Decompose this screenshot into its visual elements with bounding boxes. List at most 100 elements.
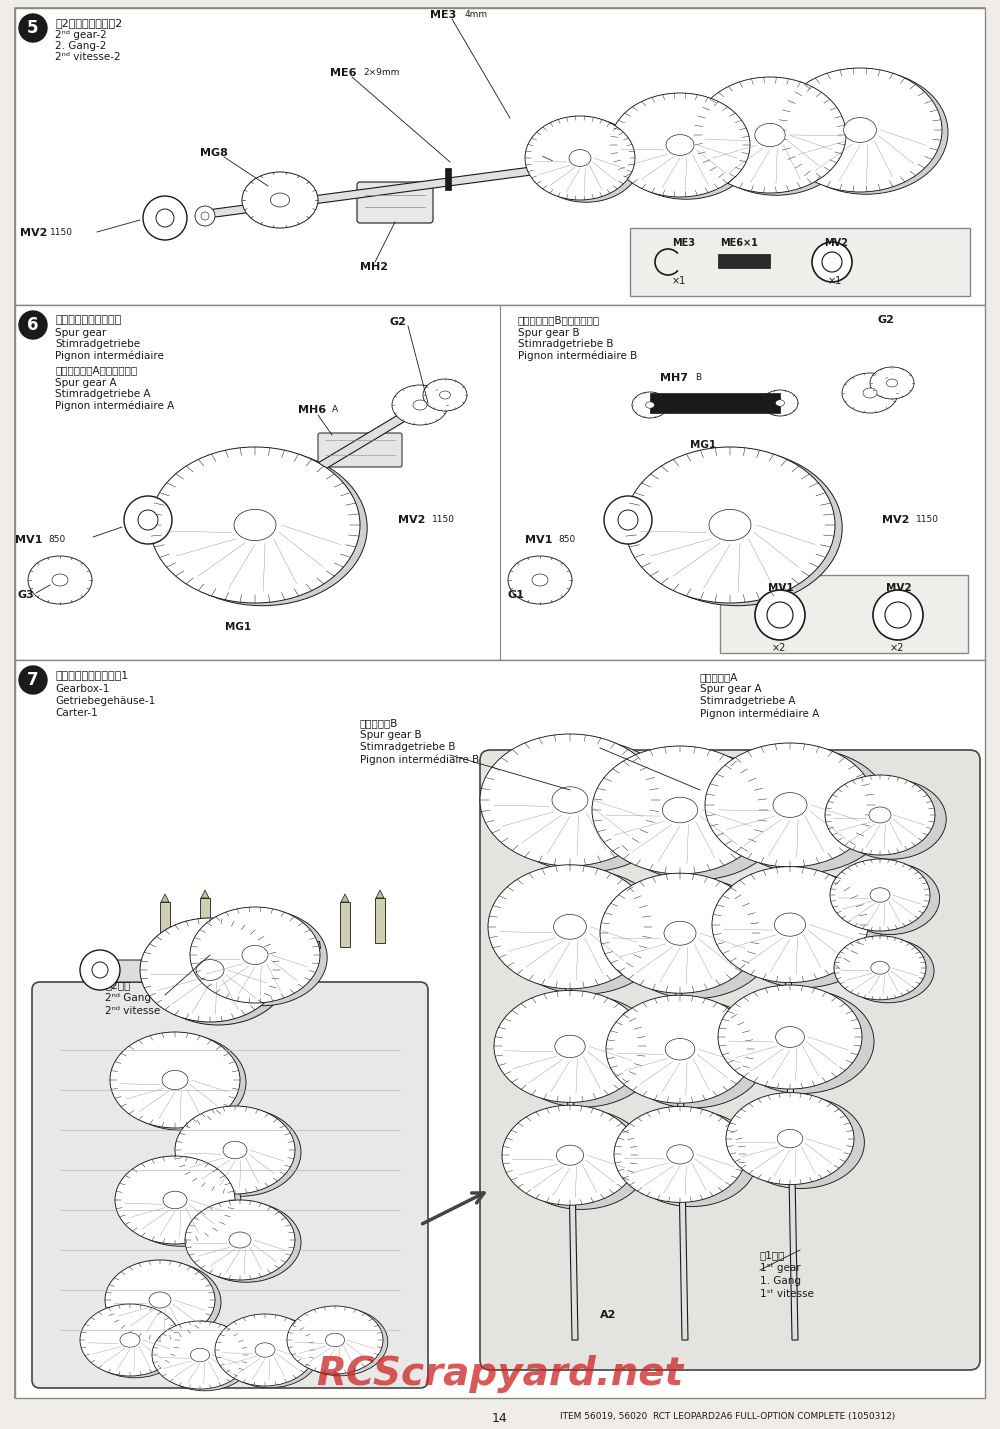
Ellipse shape bbox=[842, 939, 934, 1003]
FancyBboxPatch shape bbox=[357, 181, 433, 223]
Ellipse shape bbox=[840, 863, 940, 935]
Ellipse shape bbox=[191, 1202, 301, 1282]
Ellipse shape bbox=[608, 752, 784, 880]
Text: スパーギヤA: スパーギヤA bbox=[700, 672, 738, 682]
Text: ME3: ME3 bbox=[430, 10, 456, 20]
Ellipse shape bbox=[552, 787, 588, 813]
Text: ME6: ME6 bbox=[330, 69, 356, 79]
Polygon shape bbox=[562, 790, 578, 1340]
FancyBboxPatch shape bbox=[480, 750, 980, 1370]
Ellipse shape bbox=[413, 400, 427, 410]
Ellipse shape bbox=[157, 1323, 253, 1390]
Ellipse shape bbox=[270, 193, 290, 207]
Text: ×2: ×2 bbox=[890, 643, 904, 653]
Text: ME6×1: ME6×1 bbox=[720, 239, 758, 249]
Ellipse shape bbox=[726, 872, 882, 987]
Polygon shape bbox=[341, 895, 349, 902]
Polygon shape bbox=[672, 790, 688, 1340]
Text: Stimradgetriebe B: Stimradgetriebe B bbox=[518, 339, 614, 349]
Text: MG1: MG1 bbox=[225, 622, 251, 632]
Ellipse shape bbox=[190, 1348, 210, 1362]
Text: スパーギヤB: スパーギヤB bbox=[360, 717, 398, 727]
Ellipse shape bbox=[181, 1109, 301, 1196]
Ellipse shape bbox=[149, 1292, 171, 1308]
Text: MH2: MH2 bbox=[360, 262, 388, 272]
Text: 1ˢᵗ vitesse: 1ˢᵗ vitesse bbox=[760, 1289, 814, 1299]
Text: MV2: MV2 bbox=[20, 229, 47, 239]
Ellipse shape bbox=[255, 1343, 275, 1358]
Text: 5: 5 bbox=[27, 19, 39, 37]
Ellipse shape bbox=[525, 116, 635, 200]
Ellipse shape bbox=[736, 1096, 864, 1189]
Ellipse shape bbox=[842, 373, 898, 413]
Text: 1150: 1150 bbox=[432, 514, 455, 524]
Text: Pignon intermédiaire A: Pignon intermédiaire A bbox=[700, 707, 819, 719]
Circle shape bbox=[19, 312, 47, 339]
Ellipse shape bbox=[201, 211, 209, 220]
Ellipse shape bbox=[110, 1032, 240, 1127]
Ellipse shape bbox=[784, 70, 948, 194]
Text: ギヤケースの組み立て1: ギヤケースの組み立て1 bbox=[55, 670, 128, 680]
Text: Spur gear A: Spur gear A bbox=[55, 379, 117, 389]
Ellipse shape bbox=[569, 150, 591, 166]
Ellipse shape bbox=[423, 379, 467, 412]
Text: MH7: MH7 bbox=[660, 373, 688, 383]
FancyBboxPatch shape bbox=[318, 433, 402, 467]
Text: MV2: MV2 bbox=[398, 514, 425, 524]
Text: 6: 6 bbox=[27, 316, 39, 334]
Ellipse shape bbox=[111, 1262, 221, 1342]
Bar bbox=[15, 9, 985, 304]
Ellipse shape bbox=[150, 447, 360, 603]
Ellipse shape bbox=[616, 96, 756, 199]
Ellipse shape bbox=[776, 1026, 804, 1047]
Ellipse shape bbox=[508, 556, 572, 604]
Text: ×1: ×1 bbox=[828, 276, 842, 286]
Text: MV1: MV1 bbox=[15, 534, 42, 544]
Text: 4mm: 4mm bbox=[465, 10, 488, 19]
Ellipse shape bbox=[116, 1035, 246, 1130]
Text: Spur gear A: Spur gear A bbox=[700, 684, 762, 694]
Ellipse shape bbox=[80, 950, 120, 990]
Ellipse shape bbox=[762, 390, 798, 416]
Ellipse shape bbox=[662, 797, 698, 823]
Ellipse shape bbox=[190, 907, 320, 1003]
Ellipse shape bbox=[666, 134, 694, 156]
Ellipse shape bbox=[156, 209, 174, 227]
Ellipse shape bbox=[197, 910, 327, 1006]
Ellipse shape bbox=[632, 450, 842, 606]
Text: Stimradgetriebe A: Stimradgetriebe A bbox=[55, 389, 150, 399]
Text: 2×9mm: 2×9mm bbox=[363, 69, 399, 77]
Text: 850: 850 bbox=[558, 534, 575, 544]
Ellipse shape bbox=[869, 807, 891, 823]
Ellipse shape bbox=[600, 873, 760, 993]
Text: MG8: MG8 bbox=[200, 149, 228, 159]
Text: 2. Gang-2: 2. Gang-2 bbox=[55, 41, 106, 51]
Ellipse shape bbox=[220, 1316, 320, 1388]
Text: Pignon intermédiaire B: Pignon intermédiaire B bbox=[518, 350, 637, 360]
Ellipse shape bbox=[730, 989, 874, 1093]
Bar bbox=[445, 169, 451, 190]
Ellipse shape bbox=[844, 117, 876, 143]
FancyBboxPatch shape bbox=[116, 960, 155, 982]
Ellipse shape bbox=[502, 870, 666, 995]
Text: ×1: ×1 bbox=[672, 276, 686, 286]
Ellipse shape bbox=[80, 1305, 180, 1376]
Ellipse shape bbox=[488, 865, 652, 989]
Ellipse shape bbox=[694, 77, 846, 193]
Ellipse shape bbox=[776, 400, 784, 406]
Ellipse shape bbox=[705, 743, 875, 867]
Text: スパーギヤの組み立て: スパーギヤの組み立て bbox=[55, 314, 121, 324]
Ellipse shape bbox=[618, 510, 638, 530]
Ellipse shape bbox=[242, 946, 268, 965]
Ellipse shape bbox=[242, 171, 318, 229]
Text: Stimradgetriebe: Stimradgetriebe bbox=[55, 339, 140, 349]
Ellipse shape bbox=[120, 1333, 140, 1348]
Text: Gearbox-1: Gearbox-1 bbox=[55, 684, 109, 694]
Text: Pignon intermédiaire: Pignon intermédiaire bbox=[55, 350, 164, 360]
Bar bbox=[200, 897, 210, 943]
Text: 1. Gang: 1. Gang bbox=[760, 1276, 801, 1286]
Text: （スパーギヤAの組み立て）: （スパーギヤAの組み立て） bbox=[55, 364, 137, 374]
Ellipse shape bbox=[755, 590, 805, 640]
Ellipse shape bbox=[870, 887, 890, 902]
Ellipse shape bbox=[196, 960, 224, 980]
